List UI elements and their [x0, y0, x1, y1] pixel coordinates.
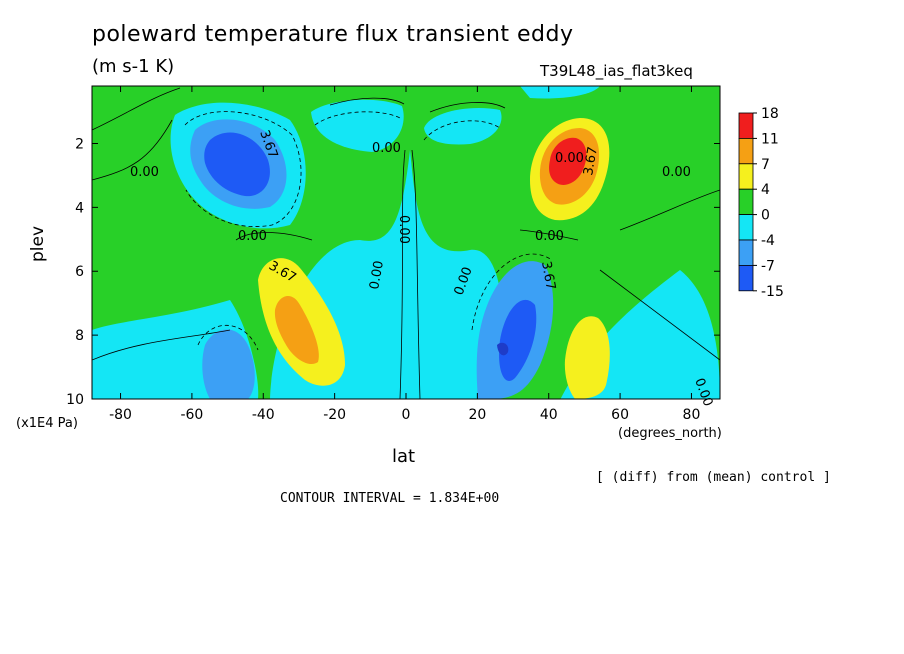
darkblue-nh-core	[497, 342, 509, 356]
x-tick-label: 0	[402, 407, 411, 423]
colorbar-swatch	[738, 112, 754, 139]
contour-line-10	[429, 102, 506, 113]
colorbar-swatch	[738, 214, 754, 241]
contour-dashed-2	[471, 253, 553, 331]
colorbar: 18 11 7 4 0 -4 -7 -15	[738, 106, 784, 300]
contour-label: 3.67	[581, 146, 601, 177]
contour-label: 0.00	[130, 165, 159, 180]
x-axis: -80 -60 -40 -20 0 20 40 60 80	[109, 86, 700, 423]
contour-fills	[92, 86, 720, 399]
diff-note: [ (diff) from (mean) control ]	[596, 470, 831, 485]
contour-label: 0.00	[555, 151, 584, 166]
y-tick-label: 8	[75, 328, 84, 344]
contour-line-1	[92, 119, 173, 181]
chart-title: poleward temperature flux transient eddy	[92, 22, 574, 47]
colorbar-swatch	[738, 163, 754, 190]
cyan-nh-upper-top	[520, 86, 600, 99]
contour-dashed-0	[184, 111, 302, 227]
colorbar-swatch	[738, 137, 754, 165]
contour-label: 0.00	[372, 141, 401, 156]
contour-line-9	[329, 97, 405, 106]
x-tick-label: 80	[683, 407, 701, 423]
colorbar-label: 11	[761, 131, 779, 147]
contour-label: 0.00	[535, 229, 564, 244]
x-tick-label: -80	[109, 407, 132, 423]
contour-label: 0.00	[662, 165, 691, 180]
x-tick-label: 60	[611, 407, 629, 423]
colorbar-label: -4	[761, 233, 775, 249]
blue-nh-lower-core	[499, 299, 537, 381]
x-tick-label: 20	[468, 407, 486, 423]
cyan-upper-tropics-right	[424, 108, 502, 145]
y-axis-units: (x1E4 Pa)	[16, 416, 78, 431]
cyan-upper-tropics-left	[311, 99, 404, 152]
chart-units: (m s-1 K)	[92, 56, 175, 77]
x-tick-label: -20	[323, 407, 346, 423]
contour-interval: CONTOUR INTERVAL = 1.834E+00	[280, 491, 500, 506]
contour-line-0	[92, 87, 181, 131]
colorbar-swatch	[738, 239, 754, 266]
x-tick-label: -60	[180, 407, 203, 423]
yellow-nh-lower	[564, 316, 610, 399]
colorbar-label: 0	[761, 208, 770, 224]
contour-label: 0.00	[238, 229, 267, 244]
contour-line-5	[519, 229, 579, 241]
x-tick-label: -40	[252, 407, 275, 423]
contour-line-6	[92, 329, 231, 361]
contour-line-8	[599, 269, 720, 361]
contour-dashed-1	[197, 324, 259, 351]
contour-line-3	[399, 149, 406, 399]
orange-sh-lower-core	[274, 295, 319, 365]
contour-label: 3.67	[538, 260, 558, 291]
x-axis-label: lat	[392, 446, 416, 467]
y-tick-label: 4	[75, 200, 84, 216]
contour-line-7	[619, 189, 720, 231]
experiment-name: T39L48_ias_flat3keq	[540, 62, 693, 80]
blue-sh-upper-core	[204, 132, 270, 197]
x-axis-units: (degrees_north)	[618, 426, 722, 441]
colorbar-label: 18	[761, 106, 779, 122]
y-axis: 2 4 6 8 10	[66, 136, 720, 408]
colorbar-swatch	[738, 188, 754, 215]
lightblue-sh-lower	[202, 329, 255, 399]
colorbar-label: 7	[761, 157, 770, 173]
y-tick-label: 6	[75, 264, 84, 280]
colorbar-label: 4	[761, 182, 770, 198]
contour-label: 0.00	[396, 215, 411, 244]
colorbar-label: -15	[761, 284, 784, 300]
y-axis-label: plev	[28, 225, 48, 262]
contour-dashed-4	[314, 111, 401, 126]
colorbar-swatch	[738, 264, 754, 292]
contour-dashed-3	[423, 120, 501, 141]
x-tick-label: 40	[540, 407, 558, 423]
colorbar-label: -7	[761, 258, 775, 274]
contour-line-4	[411, 149, 421, 399]
red-nh-upper-core	[549, 137, 587, 185]
contour-label: 0.00	[367, 260, 387, 291]
y-tick-label: 2	[75, 136, 84, 152]
contour-line-2	[235, 232, 313, 241]
y-tick-label: 10	[66, 392, 84, 408]
